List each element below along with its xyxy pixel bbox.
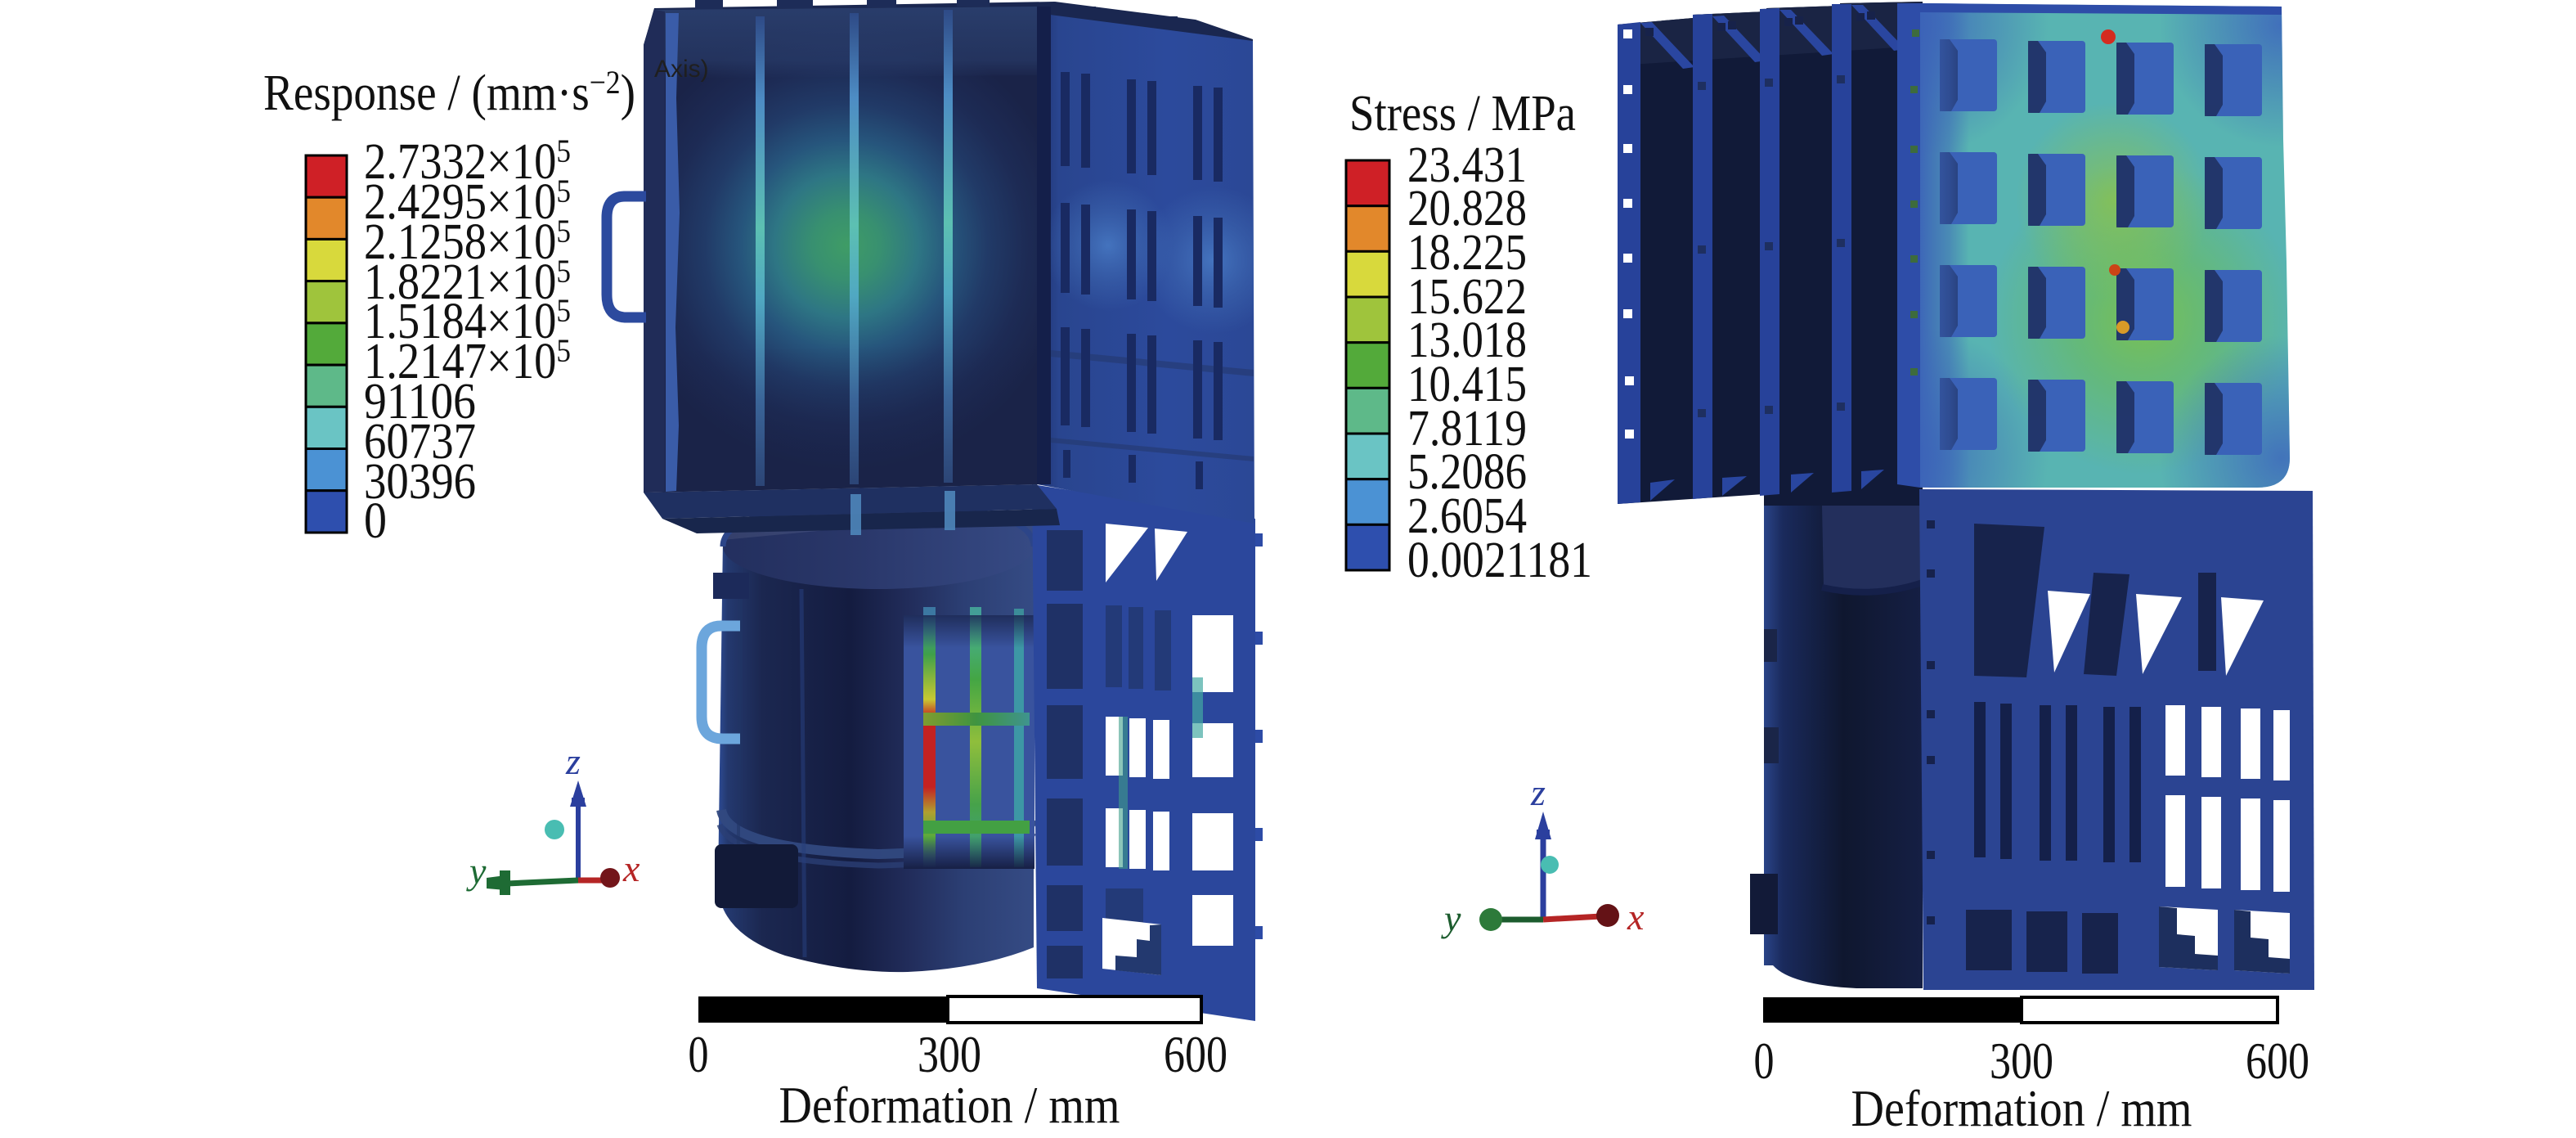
svg-text:2.6054: 2.6054	[1407, 488, 1527, 544]
svg-text:23.431: 23.431	[1407, 137, 1527, 193]
svg-text:0: 0	[364, 493, 387, 549]
svg-text:Deformation / mm: Deformation / mm	[779, 1077, 1120, 1134]
svg-text:0: 0	[689, 1025, 709, 1083]
svg-text:30396: 30396	[364, 454, 476, 510]
svg-text:0.0021181: 0.0021181	[1407, 533, 1592, 588]
svg-text:300: 300	[1990, 1032, 2053, 1090]
svg-text:y: y	[466, 850, 487, 892]
svg-text:z: z	[1530, 771, 1546, 813]
svg-text:x: x	[1627, 896, 1645, 938]
svg-text:10.415: 10.415	[1407, 357, 1527, 412]
svg-text:0: 0	[1754, 1032, 1775, 1090]
svg-text:Deformation / mm: Deformation / mm	[1851, 1080, 2192, 1137]
svg-text:60737: 60737	[364, 414, 476, 470]
svg-text:20.828: 20.828	[1407, 181, 1527, 236]
svg-text:13.018: 13.018	[1407, 313, 1527, 368]
svg-text:1.5184×105: 1.5184×105	[364, 292, 571, 349]
svg-text:1.2147×105: 1.2147×105	[364, 332, 571, 389]
svg-text:z: z	[565, 740, 581, 782]
svg-text:18.225: 18.225	[1407, 225, 1527, 281]
svg-text:91106: 91106	[364, 374, 476, 430]
svg-text:15.622: 15.622	[1407, 269, 1527, 325]
svg-text:600: 600	[1164, 1025, 1227, 1083]
svg-text:y: y	[1441, 897, 1461, 939]
svg-text:1.8221×105: 1.8221×105	[364, 253, 571, 310]
svg-text:7.8119: 7.8119	[1407, 401, 1527, 457]
svg-text:2.1258×105: 2.1258×105	[364, 213, 571, 270]
svg-text:600: 600	[2246, 1032, 2309, 1090]
svg-text:2.7332×105: 2.7332×105	[364, 133, 571, 190]
svg-text:2.4295×105: 2.4295×105	[364, 173, 571, 230]
svg-text:5.2086: 5.2086	[1407, 444, 1527, 500]
svg-text:x: x	[622, 848, 640, 889]
svg-text:Axis): Axis)	[654, 56, 709, 83]
svg-text:300: 300	[918, 1025, 981, 1083]
svg-text:Stress / MPa: Stress / MPa	[1349, 86, 1576, 142]
svg-text:Response / (mm·s−2): Response / (mm·s−2)	[263, 64, 635, 121]
